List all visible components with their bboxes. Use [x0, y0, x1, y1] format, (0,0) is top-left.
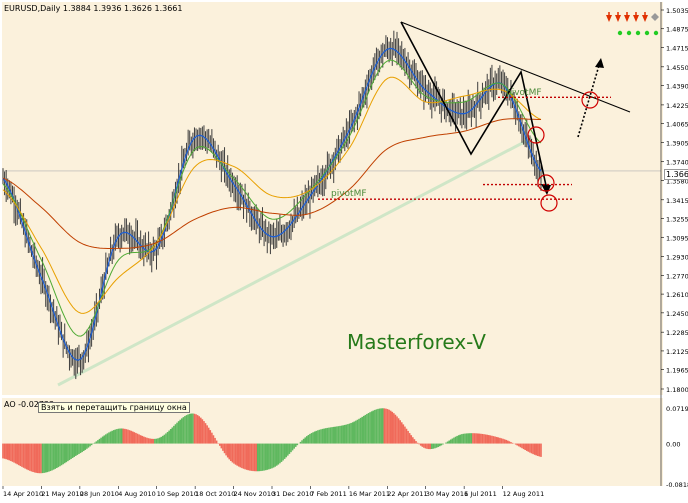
y-tick-label: 1.2125: [666, 348, 688, 356]
y-tick-label: 1.2770: [666, 272, 688, 280]
up-arrow-head: [595, 58, 604, 68]
highlight-circle: [581, 91, 599, 109]
y-tick-label: 1.4715: [666, 44, 688, 52]
y-tick-label: 1.2285: [666, 329, 688, 337]
support-trendline: [57, 136, 533, 387]
highlight-circle: [540, 194, 558, 212]
ao-tick-label: -0.08184: [666, 481, 688, 489]
y-tick-label: 1.2610: [666, 291, 688, 299]
current-price-tag: 1.3661: [664, 169, 688, 180]
x-tick-label: 30 May 2011: [426, 490, 468, 498]
y-tick-label: 1.1965: [666, 367, 688, 375]
y-tick-label: 1.4065: [666, 121, 688, 129]
y-tick-label: 1.3905: [666, 139, 688, 147]
highlight-circle: [527, 126, 545, 144]
y-tick-label: 1.3095: [666, 234, 688, 242]
green-dot-icon: [644, 30, 650, 36]
ao-tick-label: 0.00: [666, 441, 680, 449]
ma-mid: [2, 59, 542, 337]
green-dot-icon: [626, 30, 632, 36]
x-tick-label: 21 May 2010: [41, 490, 83, 498]
down-arrow-icon: [606, 15, 612, 22]
y-tick-label: 1.3415: [666, 197, 688, 205]
y-tick-label: 1.4875: [666, 26, 688, 34]
y-tick-label: 1.3580: [666, 177, 688, 185]
watermark: Masterforex-V: [347, 330, 486, 354]
y-tick-label: 1.4225: [666, 102, 688, 110]
green-dot-icon: [617, 30, 623, 36]
x-tick-label: 28 Jun 2010: [80, 490, 119, 498]
y-tick-label: 1.4550: [666, 64, 688, 72]
down-arrow-icon: [642, 15, 648, 22]
x-tick-label: 12 Aug 2011: [503, 490, 545, 498]
ao-header: AO -0.02723: [4, 400, 55, 409]
pivot-label-lower: pivotMF: [331, 189, 367, 199]
pattern-lines: [400, 21, 548, 191]
diamond-icon: [651, 13, 659, 21]
green-dot-icon: [635, 30, 641, 36]
ma-long: [2, 118, 541, 249]
x-tick-label: 4 Aug 2010: [118, 490, 156, 498]
down-arrow-icon: [624, 15, 630, 22]
ao-tick-label: 0.07198: [666, 405, 688, 413]
y-tick-label: 1.1800: [666, 386, 688, 394]
x-tick-label: 16 Mar 2011: [349, 490, 390, 498]
pivot-label-upper: pivotMF: [506, 88, 542, 98]
x-tick-label: 18 Oct 2010: [195, 490, 235, 498]
projection-line: [577, 61, 601, 138]
resize-tooltip: Взять и перетащить границу окна: [38, 402, 190, 413]
x-tick-label: 7 Feb 2011: [310, 490, 346, 498]
down-arrow-icon: [615, 15, 621, 22]
x-tick-label: 31 Dec 2010: [272, 490, 314, 498]
down-arrow-head: [541, 184, 551, 195]
x-tick-label: 24 Nov 2010: [234, 490, 276, 498]
x-tick-label: 6 Jul 2011: [464, 490, 497, 498]
down-arrow-icon: [633, 15, 639, 22]
highlight-circle: [537, 174, 555, 192]
y-tick-label: 1.2450: [666, 310, 688, 318]
x-tick-label: 14 Apr 2010: [3, 490, 43, 498]
ma-fast: [2, 47, 542, 361]
y-tick-label: 1.2930: [666, 254, 688, 262]
green-dot-icon: [653, 30, 659, 36]
y-tick-label: 1.4390: [666, 83, 688, 91]
y-tick-label: 1.5035: [666, 7, 688, 15]
main-pane: [2, 2, 663, 395]
y-tick-label: 1.3740: [666, 159, 688, 167]
y-tick-label: 1.3255: [666, 216, 688, 224]
x-tick-label: 22 Apr 2011: [387, 490, 427, 498]
x-tick-label: 10 Sep 2010: [157, 490, 198, 498]
ma-slow: [2, 76, 542, 314]
main-header: EURUSD,Daily 1.3884 1.3936 1.3626 1.3661: [4, 4, 183, 13]
